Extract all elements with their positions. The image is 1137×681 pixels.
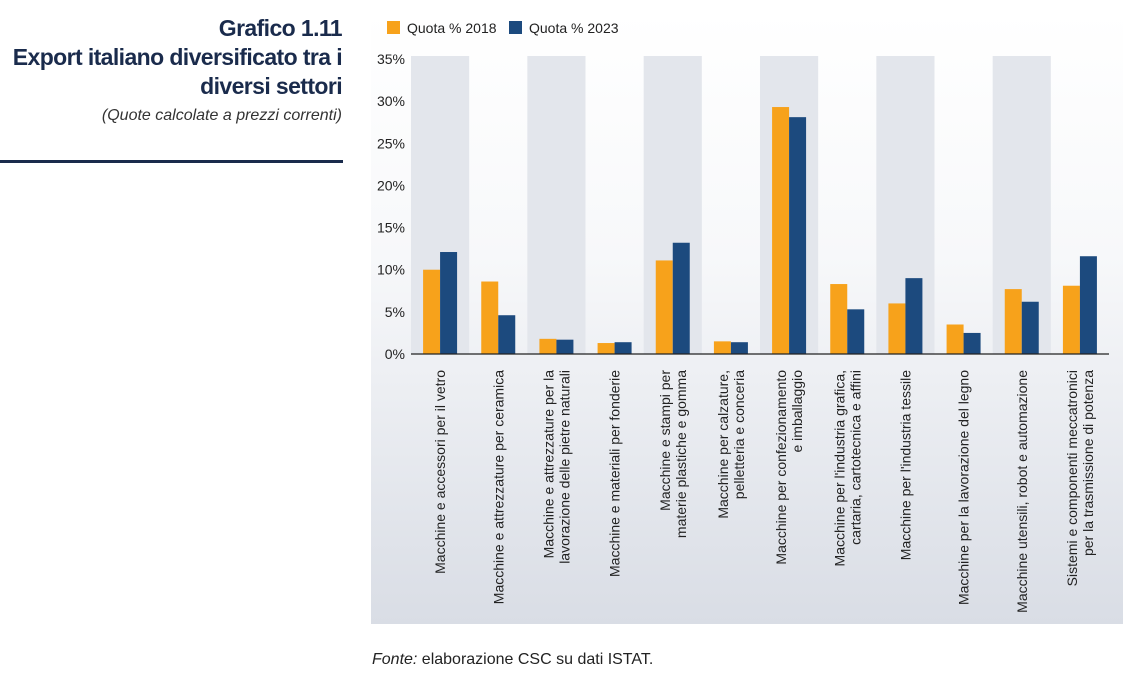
legend-swatch-2023 [509,21,522,34]
bar-2023 [1079,256,1097,354]
category-label: Macchine per la lavorazione del legno [956,370,972,605]
bar-2023 [556,339,574,354]
y-tick-label: 30% [377,93,405,109]
legend-label-2023: Quota % 2023 [529,20,619,36]
category-label: Macchine per calzature, [715,370,731,519]
source-label: Fonte: [372,651,418,668]
category-label: Macchine e attrezzature per ceramica [490,370,506,604]
category-label: cartaria, cartotecnica e affini [847,370,863,545]
bar-2023 [498,315,516,354]
bar-2023 [789,117,807,355]
title-divider [0,160,343,163]
category-label: Macchine e stampi per [657,370,673,511]
bar-2018 [597,343,615,354]
category-label: Macchine e materiali per fonderie [607,370,623,577]
bar-2023 [905,278,923,354]
bar-2023 [1021,301,1039,354]
category-label: materie plastiche e gomma [673,370,689,538]
y-tick-label: 20% [377,177,405,193]
category-label: Macchine e accessori per il vetro [432,370,448,574]
bar-2023 [847,309,865,354]
bar-2023 [963,332,981,354]
bar-2018 [713,341,731,354]
bar-2018 [423,269,441,354]
bar-2018 [539,338,557,354]
y-tick-label: 15% [377,220,405,236]
chart-heading: Grafico 1.11 Export italiano diversifica… [2,14,343,125]
category-label: Macchine e attrezzature per la [540,370,556,559]
bar-2018 [772,107,790,355]
category-label: pelletteria e conceria [731,370,747,499]
bar-2018 [1004,289,1022,354]
chart-title: Export italiano diversificato tra i dive… [12,44,343,99]
bar-2018 [655,260,673,354]
y-tick-label: 10% [377,262,405,278]
bar-2023 [614,342,632,354]
category-label: lavorazione delle pietre naturali [556,370,572,564]
category-label: Macchine per l'industria tessile [897,370,913,560]
category-label: e imballaggio [789,370,805,453]
legend-label-2018: Quota % 2018 [407,20,497,36]
y-tick-label: 35% [377,51,405,67]
chart-number: Grafico 1.11 [218,15,343,41]
category-label: Macchine per l'industria grafica, [831,370,847,566]
source-text: elaborazione CSC su dati ISTAT. [417,651,654,668]
bar-2023 [440,252,458,354]
category-label: Macchine utensili, robot e automazione [1014,370,1030,613]
bar-2023 [730,342,748,354]
bar-2023 [672,242,690,354]
legend-swatch-2018 [387,21,400,34]
y-tick-label: 5% [385,304,405,320]
y-tick-label: 0% [385,346,405,362]
bar-2018 [946,324,964,354]
category-label: Sistemi e componenti meccatronici [1064,370,1080,586]
category-label: Macchine per confezionamento [773,370,789,565]
bar-2018 [1062,285,1080,354]
y-tick-label: 25% [377,135,405,151]
source-note: Fonte: elaborazione CSC su dati ISTAT. [372,651,653,669]
bar-2018 [481,281,499,354]
category-label: per la trasmissione di potenza [1080,370,1096,556]
bar-2018 [830,284,848,354]
bar-2018 [888,303,906,354]
category-band [527,56,586,354]
chart-subtitle: (Quote calcolate a prezzi correnti) [101,107,342,124]
